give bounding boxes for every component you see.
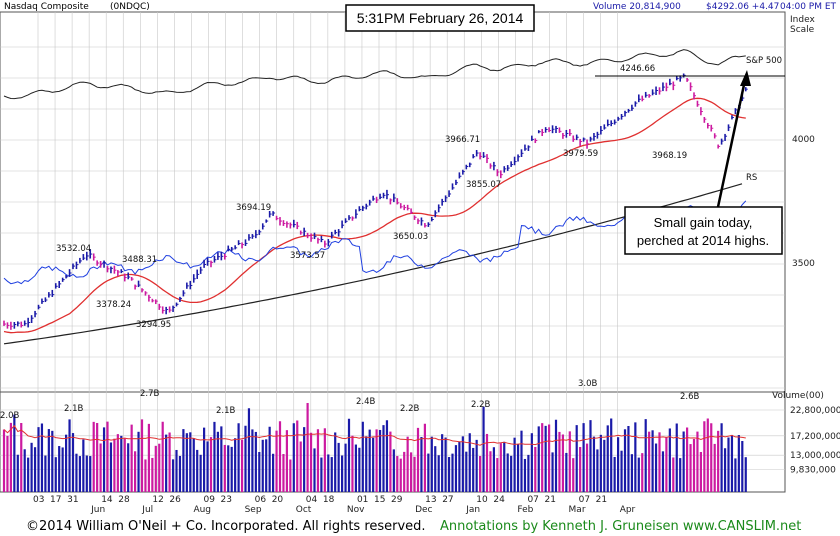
x-tick-label: 06 xyxy=(255,495,267,505)
volume-moving-average xyxy=(3,424,746,446)
volume-tick-label: 17,200,000 xyxy=(790,432,840,442)
rs-label: RS xyxy=(746,173,757,183)
x-tick-label: Oct xyxy=(296,505,312,515)
price-annotation: 3966.71 xyxy=(445,135,480,145)
volume-tick-label: 9,830,000 xyxy=(790,466,836,476)
volume-axis-label: Volume(00) xyxy=(772,391,824,401)
volume-tick-label: 13,000,000 xyxy=(790,451,840,461)
grid xyxy=(0,12,785,492)
x-tick-label: Mar xyxy=(569,505,586,515)
x-tick-label: Feb xyxy=(517,505,533,515)
callout-line-1: Small gain today, xyxy=(654,215,753,230)
price-tick-label: 3500 xyxy=(792,259,815,269)
x-tick-label: 29 xyxy=(391,495,403,505)
ma200-path xyxy=(3,183,743,345)
x-tick-label: Nov xyxy=(347,505,365,515)
price-annotation: 3532.04 xyxy=(56,244,91,254)
x-tick-label: Dec xyxy=(415,505,432,515)
callout-arrow-shaft xyxy=(716,79,747,208)
price-annotation: 4246.66 xyxy=(620,64,655,74)
x-tick-label: 12 xyxy=(152,495,163,505)
volume-annotation: 2.6B xyxy=(680,392,700,402)
x-tick-label: 31 xyxy=(67,495,78,505)
timestamp-box xyxy=(345,4,535,32)
price-annotation: 3855.07 xyxy=(466,180,501,190)
price-annotations: 3532.04 3488.31 3378.24 3294.95 3694.19 3573.… xyxy=(56,64,687,330)
x-tick-label: 26 xyxy=(169,495,181,505)
x-tick-label: Sep xyxy=(245,505,262,515)
volume-annotation: 2.4B xyxy=(356,397,376,407)
volume-annotation: 3.0B xyxy=(578,379,598,389)
timestamp-text: 5:31PM February 26, 2014 xyxy=(357,10,524,26)
price-bars xyxy=(3,73,748,330)
x-tick-label: 27 xyxy=(442,495,453,505)
rs-path xyxy=(3,200,747,285)
x-tick-label: 10 xyxy=(476,495,488,505)
x-tick-label: Aug xyxy=(193,505,211,515)
x-tick-label: 07 xyxy=(579,495,590,505)
x-tick-label: 07 xyxy=(527,495,538,505)
price-annotation: 3694.19 xyxy=(236,203,271,213)
callout-line-2: perched at 2014 highs. xyxy=(637,233,769,248)
moving-average-200 xyxy=(3,183,743,345)
price-annotation: 3573.57 xyxy=(290,251,325,261)
x-tick-label: 21 xyxy=(596,495,607,505)
annotations-credit: Annotations by Kenneth J. Gruneisen www.… xyxy=(440,519,801,534)
index-scale-label-1: Index xyxy=(790,15,815,25)
x-tick-label: 15 xyxy=(374,495,385,505)
volume-annotation: 2.1B xyxy=(216,406,236,416)
x-tick-label: 28 xyxy=(118,495,130,505)
price-annotation: 3650.03 xyxy=(393,232,428,242)
volume-tick-label: 22,800,000 xyxy=(790,406,840,416)
x-tick-label: 17 xyxy=(50,495,61,505)
volume-annotation: 2.2B xyxy=(471,400,491,410)
volume-ma-path xyxy=(3,424,746,446)
price-annotation: 3979.59 xyxy=(563,149,598,159)
price-readout: $4292.06 +4.47 xyxy=(706,2,779,12)
x-tick-label: Jul xyxy=(141,505,153,515)
x-tick-label: Jun xyxy=(90,505,105,515)
volume-readout: Volume 20,814,900 xyxy=(593,2,681,12)
time-readout: 04:00 PM ET xyxy=(780,2,837,12)
volume-bars xyxy=(2,402,747,492)
volume-annotations: 2.0B 2.1B 2.7B 2.1B 2.4B 2.2B 2.2B 3.0B 2.6B xyxy=(0,379,700,421)
index-symbol: (0NDQC) xyxy=(110,2,150,12)
volume-annotation: 2.7B xyxy=(140,389,160,399)
copyright-text: ©2014 William O'Neil + Co. Incorporated.… xyxy=(26,519,426,534)
callout-box xyxy=(624,206,783,255)
x-tick-label: Apr xyxy=(620,505,636,515)
index-name: Nasdaq Composite xyxy=(4,2,89,12)
sp500-path xyxy=(3,49,746,100)
x-tick-label: 04 xyxy=(306,495,318,505)
price-annotation: 3294.95 xyxy=(136,320,171,330)
x-tick-label: 01 xyxy=(357,495,368,505)
price-tick-label: 4000 xyxy=(792,135,815,145)
price-annotation: 3968.19 xyxy=(652,151,687,161)
rs-line xyxy=(3,200,747,285)
x-tick-label: 13 xyxy=(425,495,436,505)
sp500-line xyxy=(3,49,746,100)
callout-arrow-head xyxy=(740,70,751,86)
index-scale-label-2: Scale xyxy=(790,25,815,35)
x-tick-label: 09 xyxy=(204,495,216,505)
x-tick-label: Jan xyxy=(465,505,480,515)
x-tick-label: 18 xyxy=(323,495,335,505)
sp500-label: S&P 500 xyxy=(746,56,782,66)
x-tick-label: 20 xyxy=(272,495,284,505)
price-annotation: 3378.24 xyxy=(96,300,131,310)
x-tick-label: 23 xyxy=(221,495,232,505)
y-axis-ticks: 3500 4000 22,800,000 17,200,000 13,000,000 9,… xyxy=(790,135,840,476)
x-tick-label: 24 xyxy=(493,495,505,505)
x-tick-label: 03 xyxy=(33,495,44,505)
volume-annotation: 2.0B xyxy=(0,411,20,421)
price-annotation: 3488.31 xyxy=(122,255,157,265)
volume-annotation: 2.1B xyxy=(64,404,84,414)
x-tick-label: 21 xyxy=(545,495,556,505)
x-tick-label: 14 xyxy=(101,495,113,505)
volume-annotation: 2.2B xyxy=(400,404,420,414)
